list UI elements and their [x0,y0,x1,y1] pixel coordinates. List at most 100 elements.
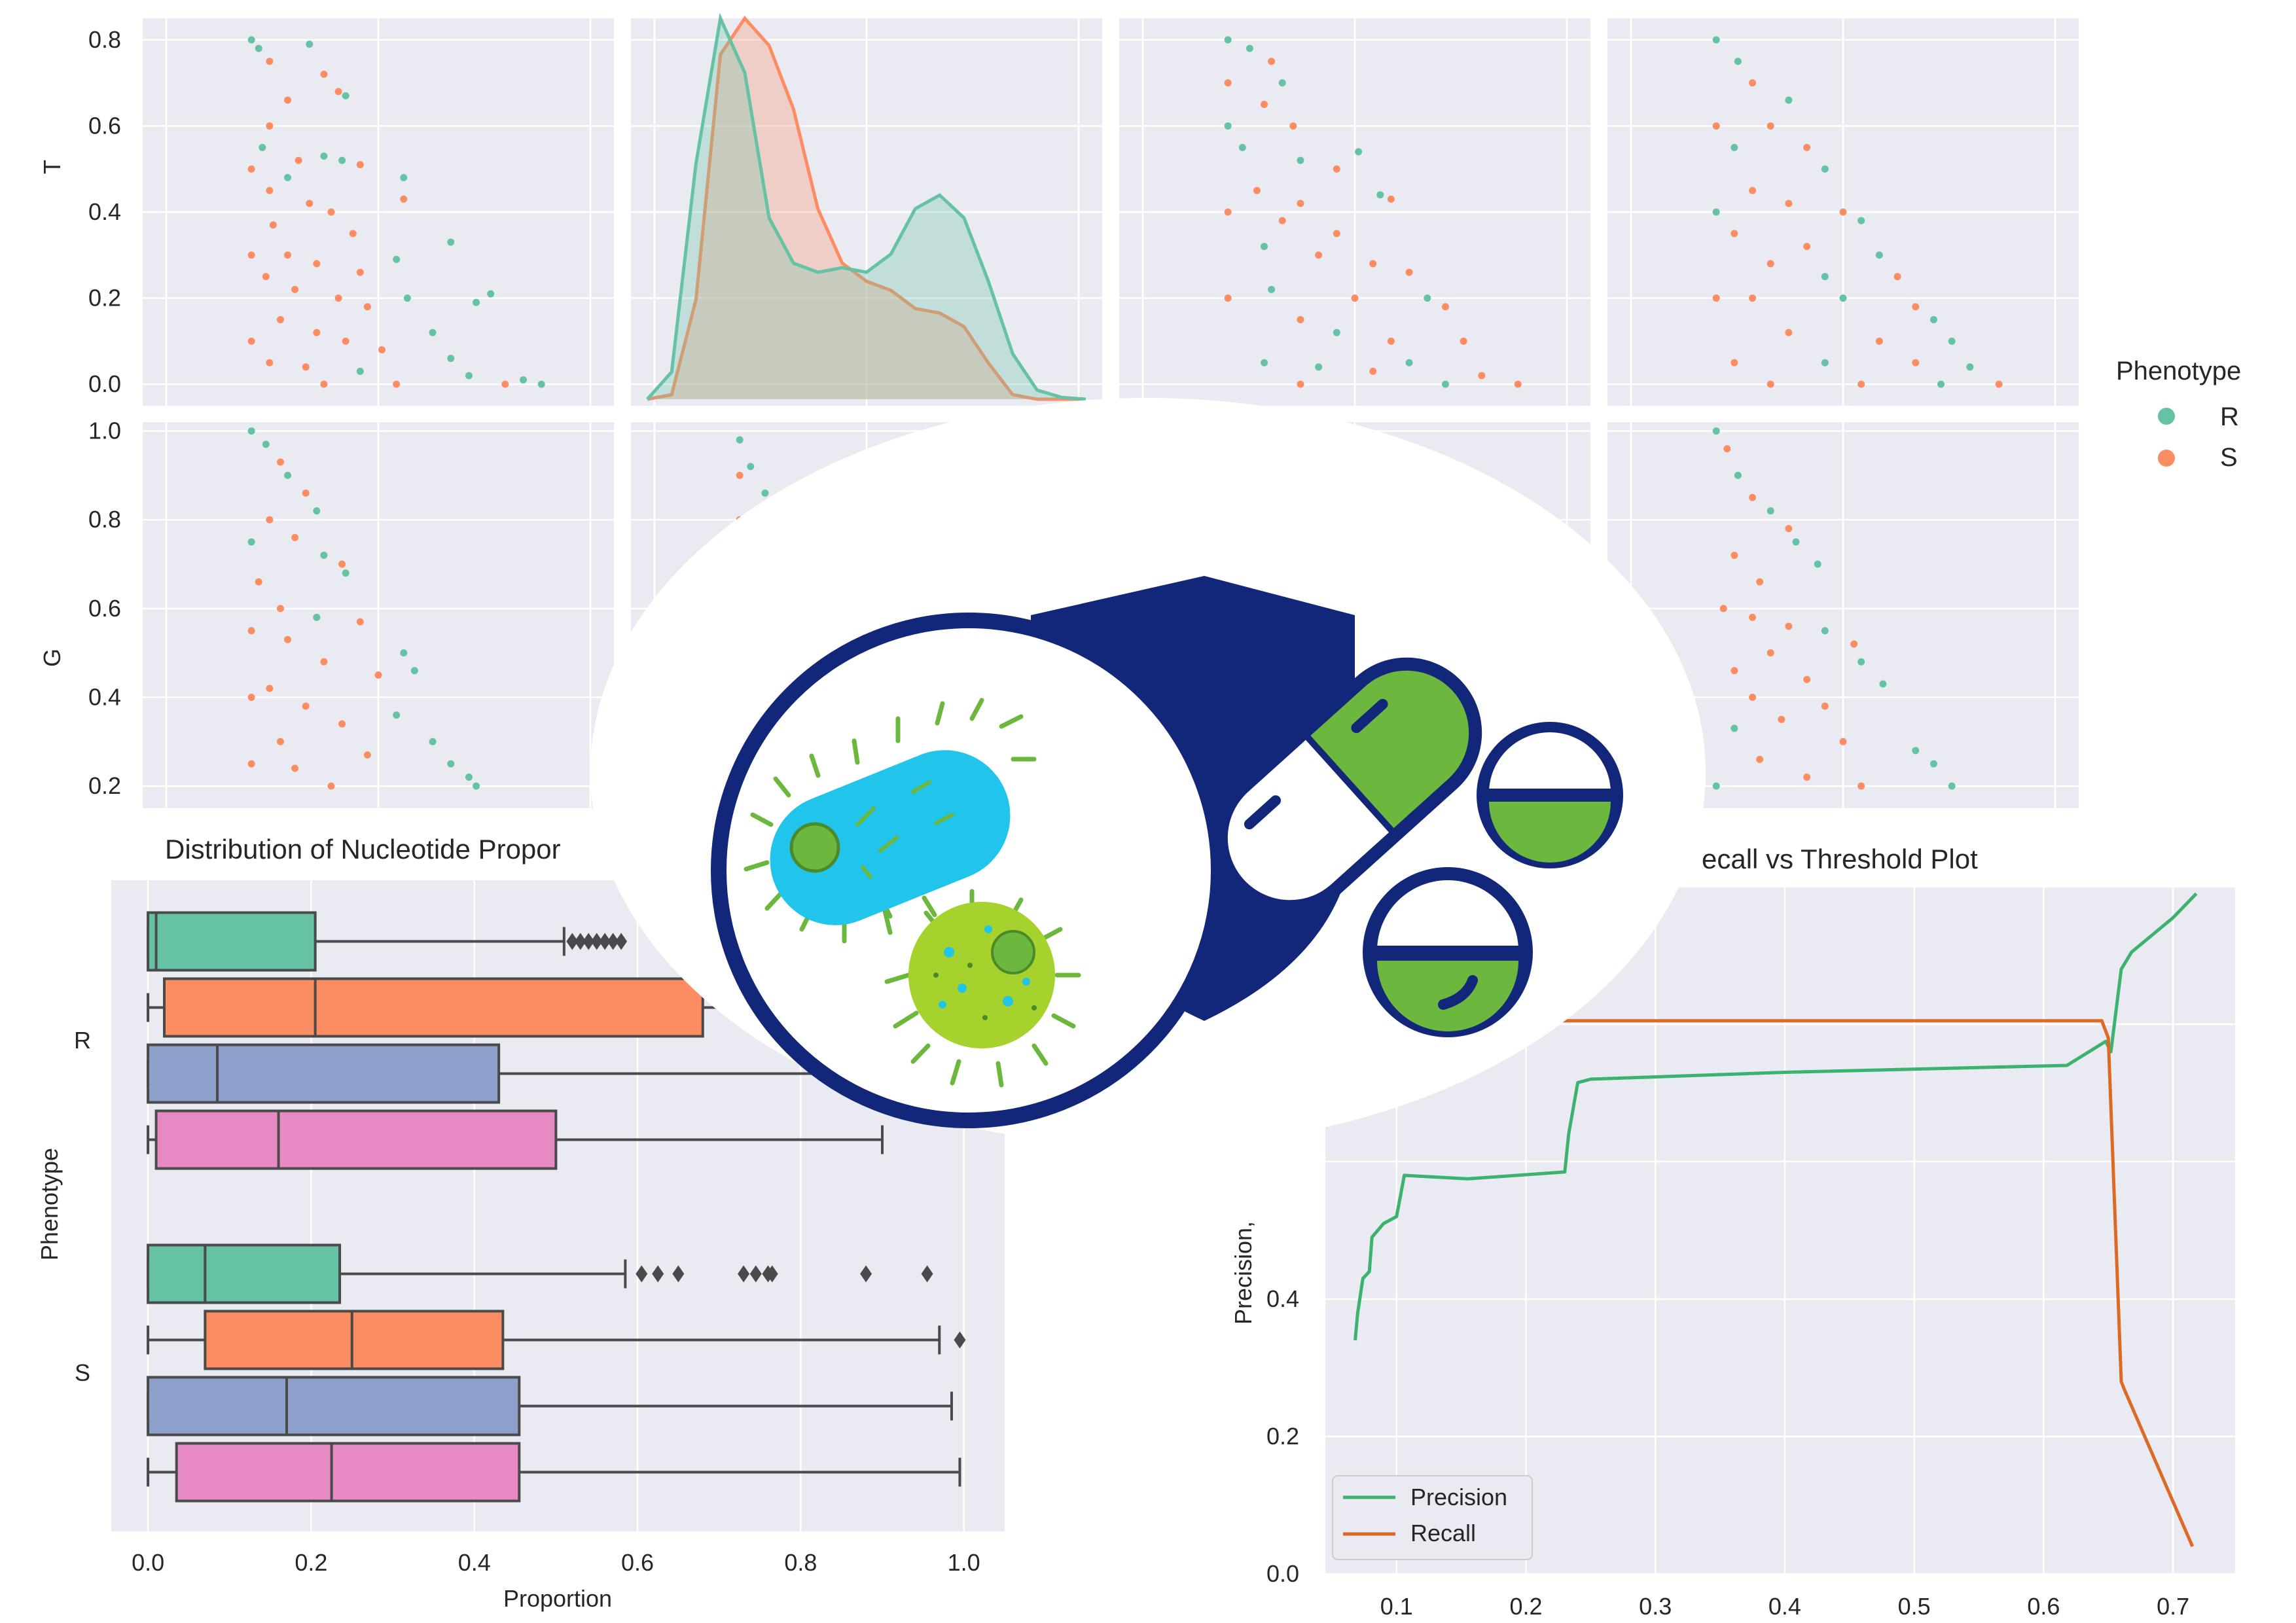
scatter-point-R [537,380,545,388]
scatter-point-S [1839,738,1847,745]
scatter-point-S [338,560,346,568]
pair-ytick-label: 0.4 [88,683,121,710]
scatter-point-S [320,380,328,388]
pair-ytick-label: 0.6 [88,595,121,622]
scatter-point-S [291,764,299,772]
scatter-point-R [1937,380,1945,388]
scatter-point-R [247,427,255,435]
boxplot-outlier [566,933,579,950]
boxplot-box-G-R [147,1043,501,1104]
scatter-point-S [349,230,357,238]
scatter-point-S [1749,693,1757,701]
scatter-point-S [374,671,382,679]
scatter-point-S [1478,372,1486,380]
scatter-point-R [1839,294,1847,302]
scatter-point-R [447,355,455,363]
scatter-point-R [338,156,346,164]
kde-line-R [646,12,1086,401]
scatter-point-S [736,471,744,479]
scatter-point-S [334,88,342,96]
scatter-point-R [284,471,292,479]
scatter-point-S [1719,605,1727,613]
scatter-point-R [313,613,321,621]
boxplot-outlier [615,933,628,950]
scatter-point-S [295,156,302,164]
scatter-point-S [1514,380,1522,388]
scatter-point-R [1821,165,1829,173]
boxplot-xtick-label: 0.4 [458,1549,491,1576]
scatter-point-S [255,578,262,586]
scatter-point-R [487,290,495,298]
scatter-point-S [1850,640,1858,648]
scatter-point-R [400,649,408,657]
scatter-point-S [1857,782,1865,790]
scatter-point-S [1297,380,1304,388]
pair-ytick-label: 0.8 [88,506,121,533]
threshold-xtick-label: 0.5 [1898,1593,1931,1620]
boxplot-ticks: 0.0 0.2 0.4 0.6 0.8 1.0 R S [74,1027,980,1576]
scatter-point-S [1749,79,1757,87]
pair-row0-ylabel: T [39,160,65,174]
boxplot-ytick-label: S [75,1359,90,1386]
scatter-point-S [1261,101,1268,109]
boxplot-outlier [607,933,619,950]
scatter-point-S [302,363,310,371]
scatter-point-R [1712,782,1720,790]
scatter-point-S [1387,337,1395,345]
scatter-point-R [400,173,408,181]
scatter-point-S [320,658,328,666]
scatter-point-S [1315,251,1323,259]
tablet-icon-2 [1363,867,1533,1037]
scatter-point-S [1749,613,1757,621]
scatter-point-S [262,273,270,281]
scatter-point-R [1712,208,1720,216]
scatter-point-S [320,71,328,79]
scatter-point-S [393,380,401,388]
scatter-point-S [1803,143,1811,151]
scatter-point-R [520,376,528,384]
scatter-point-S [1297,315,1304,323]
scatter-point-S [247,693,255,701]
threshold-line-precision [1354,892,2198,1341]
scatter-point-S [342,337,350,345]
scatter-point-S [1893,273,1901,281]
scatter-point-S [1785,622,1793,630]
scatter-point-R [1261,243,1268,251]
scatter-point-R [259,143,266,151]
pair-y-ticks: 0.0 0.2 0.4 0.6 0.8 0.2 0.4 0.6 0.8 1.0 [88,26,121,799]
scatter-point-S [1803,675,1811,683]
scatter-point-R [465,372,473,380]
scatter-point-R [1734,471,1742,479]
scatter-point-R [1948,337,1956,345]
scatter-point-S [276,738,284,745]
threshold-legend: Precision Recall [1332,1475,1533,1560]
scatter-point-S [1289,122,1297,130]
scatter-point-S [1778,715,1785,723]
boxplot-xtick-label: 0.2 [295,1549,327,1576]
boxplot-outlier [583,933,595,950]
scatter-point-R [1731,143,1738,151]
scatter-point-S [1749,187,1757,194]
threshold-ytick-label: 0.2 [1266,1423,1299,1450]
scatter-point-S [306,200,314,207]
scatter-point-R [306,40,314,48]
boxplot-boxes [147,911,966,1503]
scatter-point-R [1355,148,1363,156]
scatter-point-S [1224,208,1232,216]
round-bacterium [908,902,1055,1048]
scatter-point-R [1929,760,1937,768]
scatter-point-R [1966,363,1974,371]
scatter-point-R [1238,143,1246,151]
scatter-point-S [356,268,364,276]
scatter-point-S [327,208,335,216]
scatter-point-R [736,436,744,444]
threshold-xtick-label: 0.6 [2027,1593,2060,1620]
scatter-point-S [1253,187,1261,194]
scatter-point-S [1712,122,1720,130]
boxplot-outlier [749,1265,762,1283]
scatter-point-S [1351,294,1359,302]
scatter-point-R [1929,315,1937,323]
threshold-legend-recall: Recall [1410,1520,1476,1546]
scatter-point-R [1814,560,1821,568]
scatter-point-R [465,774,473,781]
